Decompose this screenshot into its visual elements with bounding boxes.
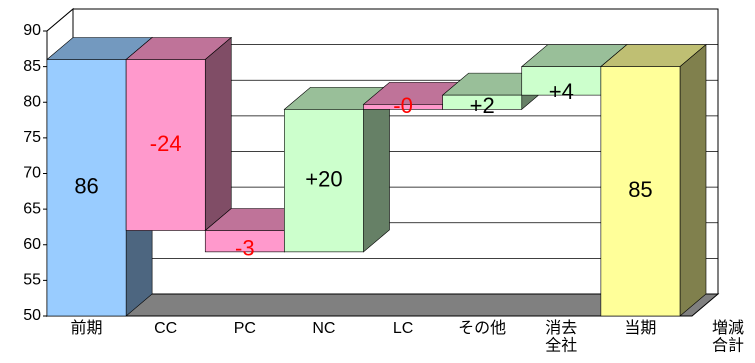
x-tick-label: 前期 (71, 319, 103, 337)
bar-side (363, 86, 390, 253)
data-label: +20 (305, 166, 342, 191)
x-axis-label: 増減合計 (712, 319, 744, 355)
y-tick-label: 70 (23, 165, 41, 182)
x-tick-label: 消去全社 (545, 319, 577, 355)
x-tick-label: その他 (458, 319, 506, 337)
y-tick-label: 50 (23, 307, 41, 324)
x-tick-label: CC (154, 320, 177, 337)
data-label: -3 (235, 236, 255, 261)
x-tick-label: 当期 (624, 319, 656, 337)
bar (284, 109, 364, 253)
y-tick-label: 85 (23, 58, 41, 75)
data-label: -0 (393, 93, 413, 118)
y-tick-label: 90 (23, 22, 41, 39)
data-label: +2 (470, 93, 495, 118)
y-tick-label: 75 (23, 129, 41, 146)
x-tick-label: NC (312, 320, 335, 337)
data-label: 86 (74, 174, 98, 199)
bar (600, 66, 681, 317)
bar (125, 59, 206, 231)
bar (521, 66, 602, 96)
bar-side (679, 43, 707, 317)
data-label: +4 (549, 79, 574, 104)
y-tick-label: 65 (23, 200, 41, 217)
bar (46, 59, 127, 317)
y-tick-label: 60 (23, 236, 41, 253)
bar-side (204, 36, 232, 232)
grid-line (46, 8, 718, 32)
data-label: 85 (628, 177, 652, 202)
y-tick-label: 55 (23, 272, 41, 289)
x-tick-label: LC (393, 320, 413, 337)
bar (442, 94, 523, 110)
x-tick-label: PC (234, 320, 256, 337)
data-label: -24 (150, 131, 182, 156)
y-tick-label: 80 (23, 93, 41, 110)
